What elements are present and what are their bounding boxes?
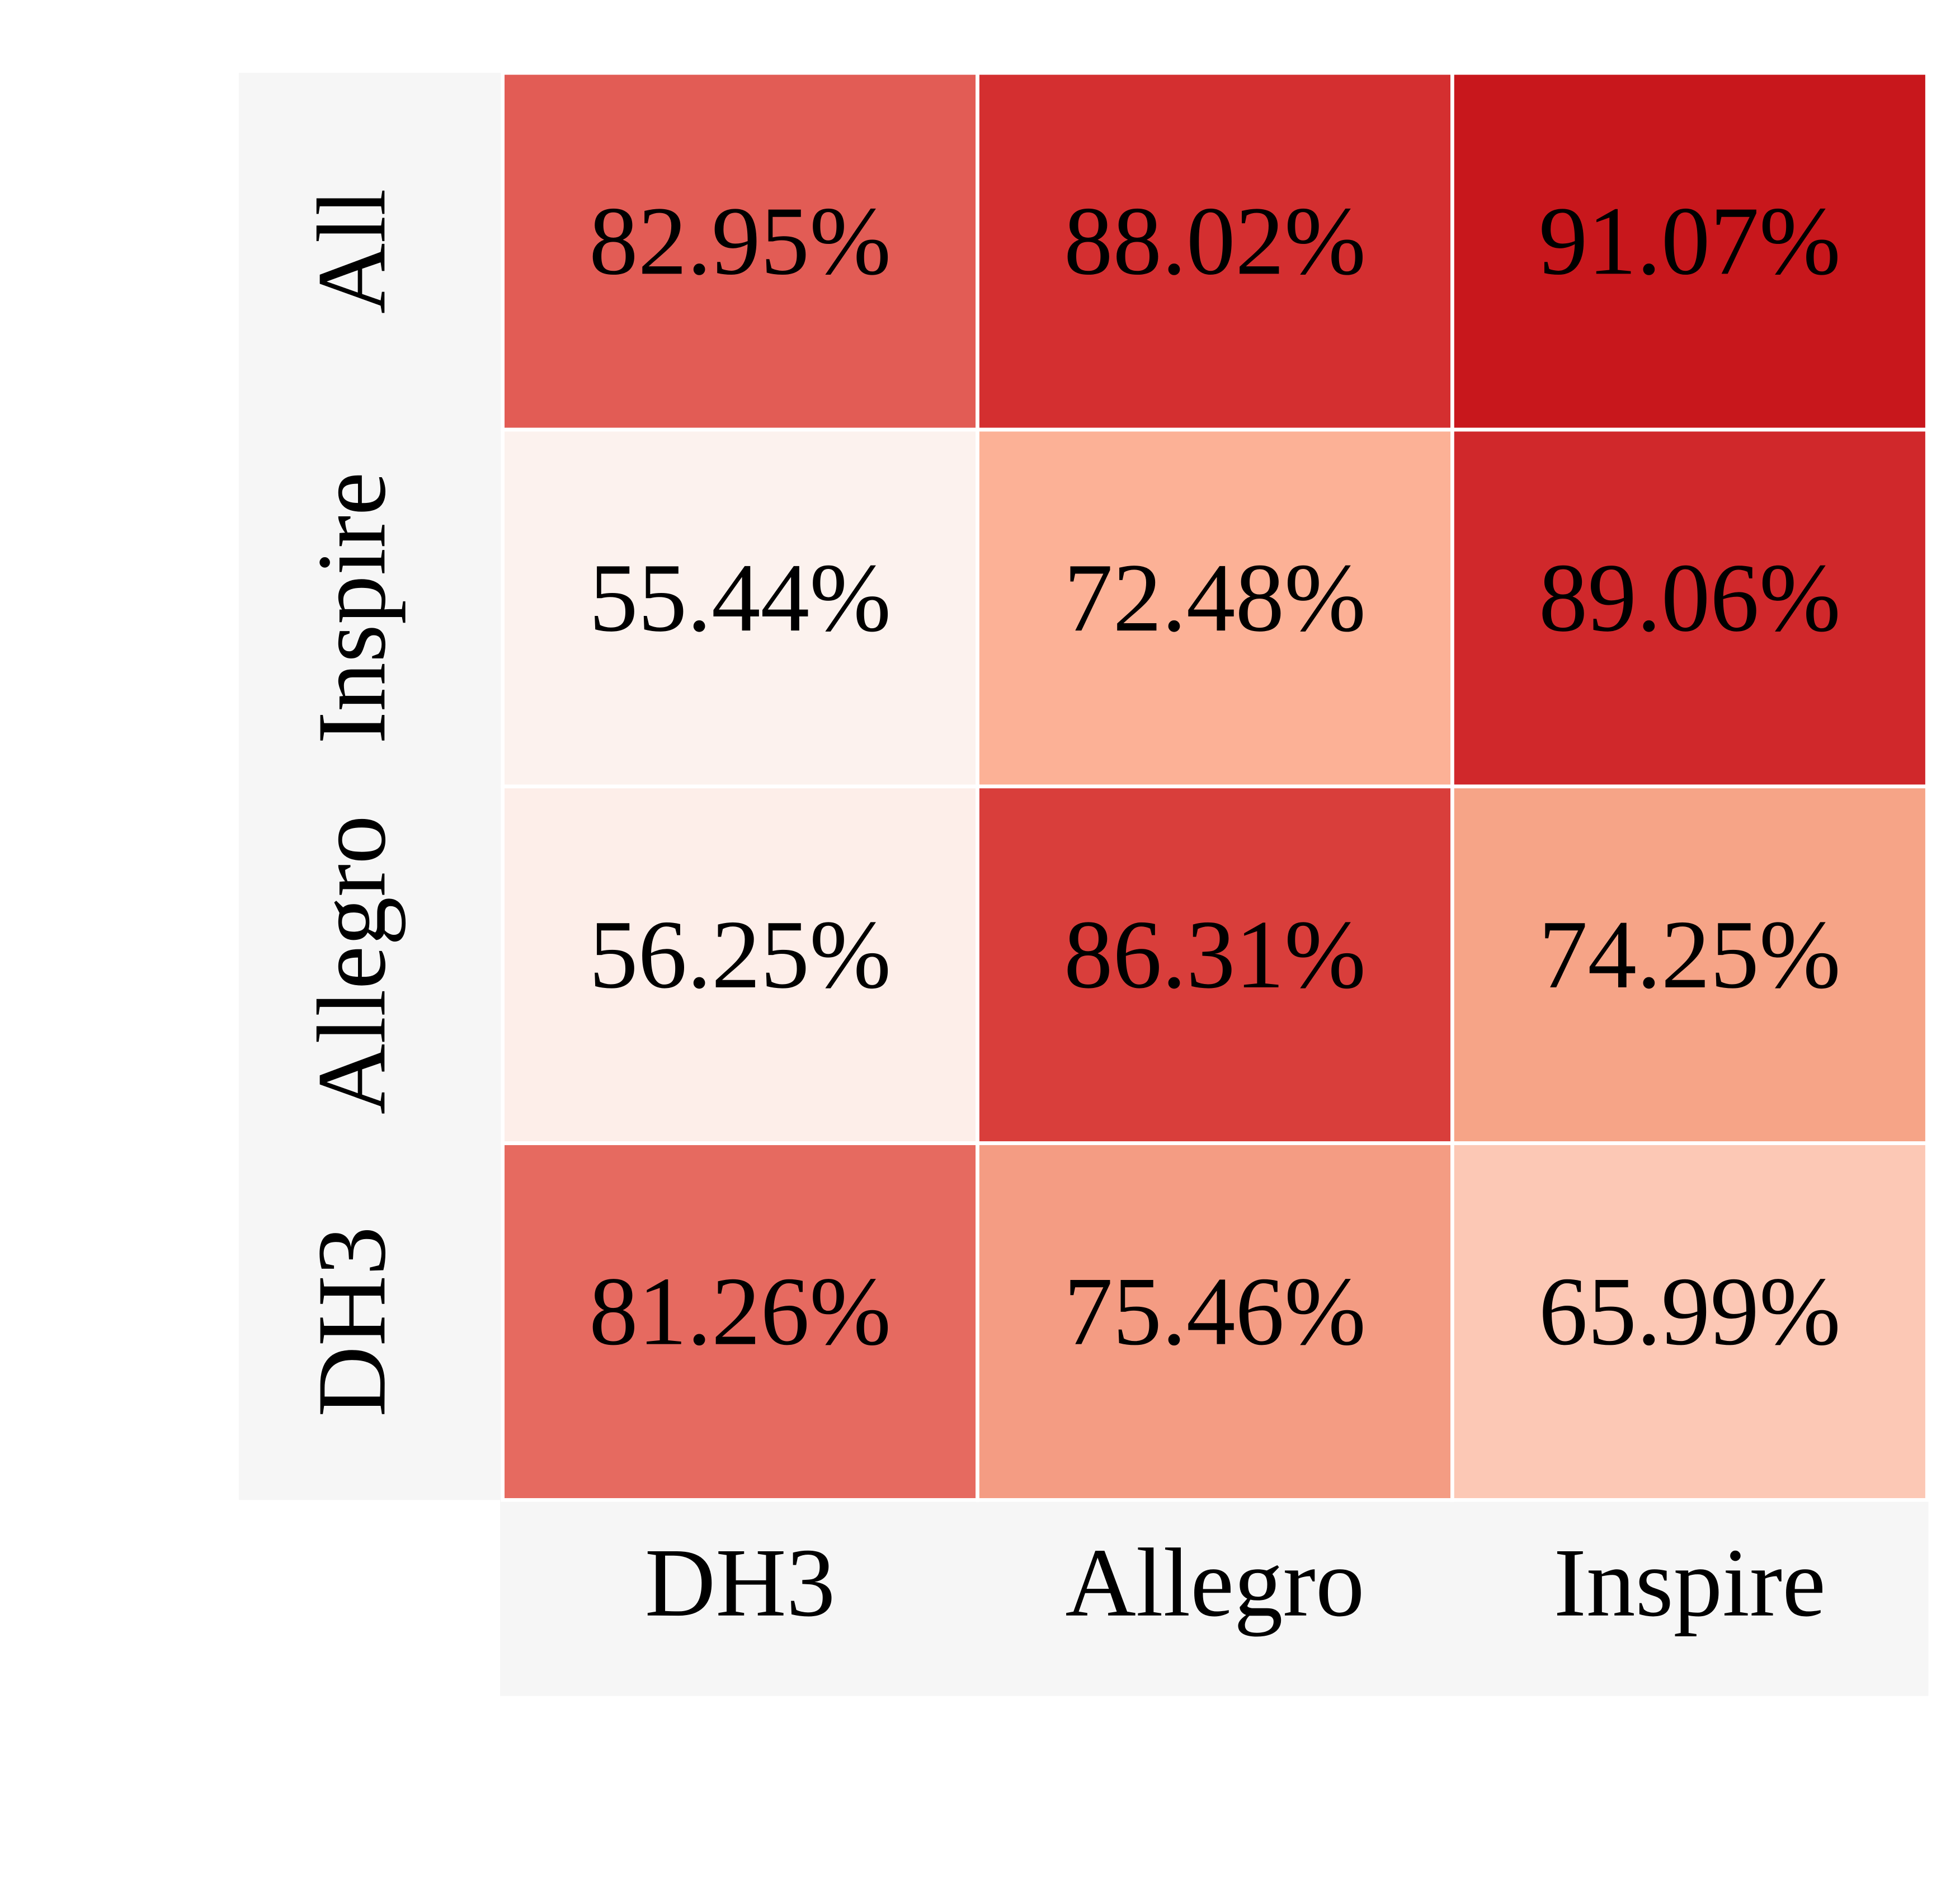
heatmap-cell [976, 1141, 1454, 1502]
heatmap-cell [1450, 1141, 1929, 1502]
y-tick-label: DH3 [297, 1226, 406, 1417]
cell-label: 74.25% [1539, 900, 1841, 1009]
x-tick-label: Inspire [1554, 1528, 1826, 1637]
cell-label: 91.07% [1539, 186, 1841, 295]
cell-label: 55.44% [589, 543, 891, 652]
heatmap-cell [501, 427, 979, 789]
y-tick-label: Inspire [297, 472, 406, 744]
x-label-panel [500, 1500, 1929, 1696]
cell-label: 72.48% [1064, 543, 1366, 652]
heatmap-cell [1450, 70, 1929, 432]
heatmap-cell [1450, 427, 1929, 789]
cell-label: 56.25% [589, 900, 891, 1009]
x-tick-label: DH3 [645, 1528, 836, 1637]
heatmap-cell [976, 427, 1454, 789]
cell-label: 81.26% [589, 1257, 891, 1366]
heatmap-cell [501, 1141, 979, 1502]
cell-label: 65.99% [1539, 1257, 1841, 1366]
cell-label: 82.95% [589, 186, 891, 295]
x-tick-label: Allegro [1065, 1528, 1364, 1637]
heatmap-cell [976, 784, 1454, 1145]
y-tick-label: All [297, 189, 406, 314]
cell-label: 75.46% [1064, 1257, 1366, 1366]
heatmap-cell [501, 784, 979, 1145]
cell-label: 86.31% [1064, 900, 1366, 1009]
y-tick-label: Allegro [297, 815, 406, 1114]
cell-label: 89.06% [1539, 543, 1841, 652]
cell-label: 88.02% [1064, 186, 1366, 295]
y-label-panel [239, 73, 503, 1500]
